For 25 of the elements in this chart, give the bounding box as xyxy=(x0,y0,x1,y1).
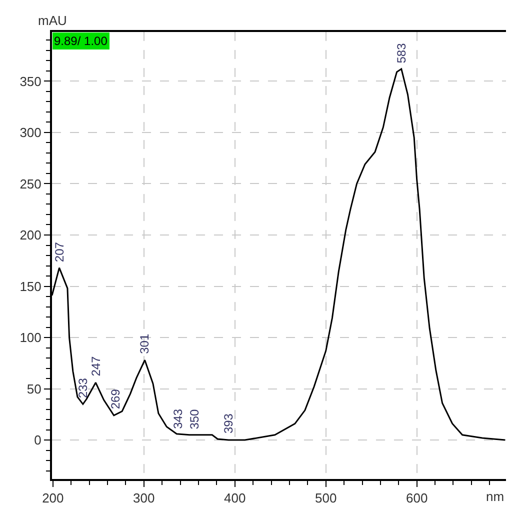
y-tick-label: 250 xyxy=(20,176,42,192)
x-tick-label: 400 xyxy=(224,490,246,506)
annotation: 207 xyxy=(52,242,66,262)
annotation: 583 xyxy=(394,42,408,64)
annotation: 233 xyxy=(76,378,90,398)
y-tick-label: 300 xyxy=(20,125,42,140)
annotation: 343 xyxy=(171,408,186,429)
annotation: 301 xyxy=(138,334,152,354)
annotation: 350 xyxy=(187,408,202,430)
annotation: 393 xyxy=(221,413,236,434)
y-tick-label: 350 xyxy=(20,74,42,89)
annotation: 9.89/ 1.00 xyxy=(54,34,108,48)
y-tick-label: 50 xyxy=(26,381,42,396)
x-tick-label: 200 xyxy=(42,490,64,506)
x-axis-title: nm xyxy=(486,489,504,504)
y-tick-label: 200 xyxy=(20,228,42,243)
x-tick-label: 500 xyxy=(315,490,337,506)
x-tick-label: 300 xyxy=(133,490,155,506)
y-tick-label: 100 xyxy=(20,330,42,346)
y-tick-label: 0 xyxy=(34,432,42,448)
y-axis-title: mAU xyxy=(38,13,67,28)
y-tick-label: 150 xyxy=(20,278,42,294)
annotation: 247 xyxy=(89,356,104,376)
annotation: 269 xyxy=(108,388,122,410)
x-tick-label: 600 xyxy=(406,490,428,506)
